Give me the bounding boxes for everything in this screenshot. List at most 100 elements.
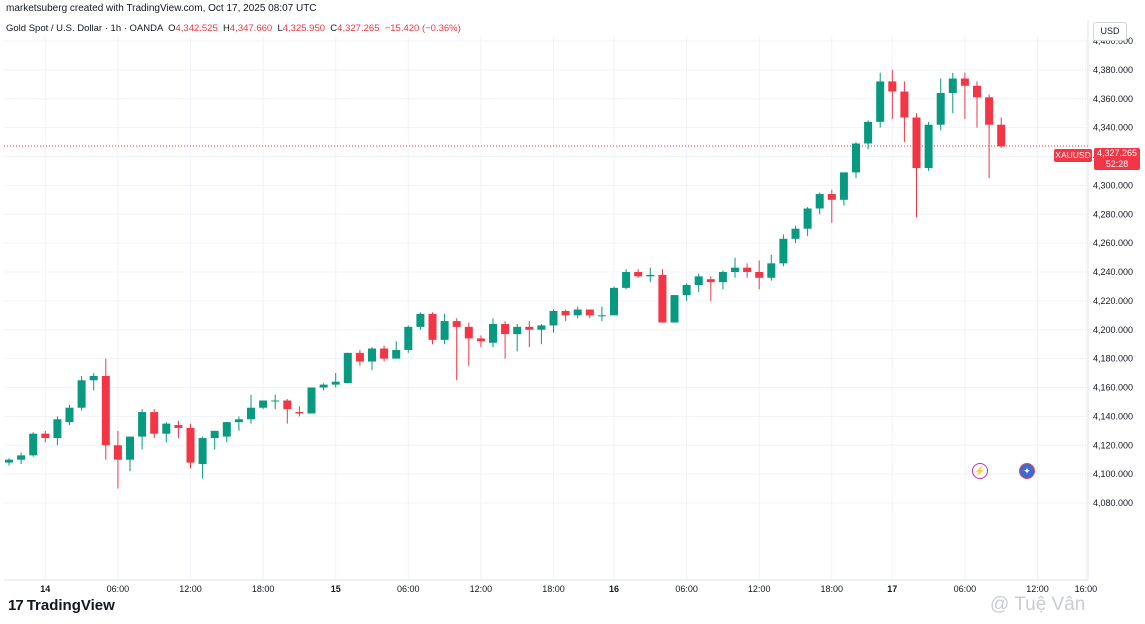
close-label: C	[330, 23, 338, 34]
candle-up	[718, 272, 727, 283]
candle-up	[670, 295, 679, 323]
candle-up	[610, 287, 618, 316]
candle-down	[585, 309, 594, 316]
symbol-title: Gold Spot / U.S. Dollar · 1h · OANDA	[6, 23, 163, 34]
candle-up	[331, 381, 340, 385]
y-tick-label: 4,260.000	[1093, 238, 1133, 248]
candle-down	[41, 433, 50, 439]
change-value: −15.420 (−0.36%)	[384, 23, 461, 34]
candle-up	[694, 276, 703, 285]
candle-down	[283, 400, 292, 410]
candle-down	[101, 375, 110, 446]
candle-up	[404, 326, 413, 350]
open-label: O	[168, 23, 176, 34]
x-tick-label: 06:00	[397, 584, 420, 594]
candle-down	[428, 313, 437, 340]
candle-down	[743, 267, 752, 272]
candle-up	[271, 400, 280, 402]
tradingview-brand[interactable]: 17 TradingView	[8, 597, 115, 614]
x-tick-label: 06:00	[107, 584, 130, 594]
candle-down	[985, 97, 994, 125]
candle-down	[706, 279, 715, 283]
candle-up	[259, 400, 268, 408]
watermark: @ Tuệ Vân	[990, 594, 1086, 615]
candle-up	[573, 309, 582, 316]
symbol-tag: XAUUSD	[1054, 149, 1092, 162]
symbol-legend: Gold Spot / U.S. Dollar · 1h · OANDA O4,…	[6, 23, 461, 34]
candle-up	[779, 238, 788, 264]
candle-down	[960, 78, 969, 86]
candle-up	[803, 208, 812, 229]
y-tick-label: 4,280.000	[1093, 209, 1133, 219]
currency-selector[interactable]: USD	[1093, 22, 1127, 41]
x-tick-label: 15	[331, 584, 341, 594]
candle-down	[174, 425, 183, 428]
x-tick-label: 12:00	[470, 584, 493, 594]
candle-up	[864, 121, 873, 144]
candle-up	[392, 349, 401, 359]
x-tick-label: 16:00	[1075, 584, 1098, 594]
candle-down	[900, 91, 909, 118]
candle-down	[561, 310, 570, 316]
x-tick-label: 12:00	[179, 584, 202, 594]
y-tick-label: 4,200.000	[1093, 325, 1133, 335]
candle-up	[537, 325, 546, 330]
candle-up	[876, 81, 885, 122]
y-tick-label: 4,240.000	[1093, 267, 1133, 277]
y-tick-label: 4,100.000	[1093, 469, 1133, 479]
x-tick-label: 14	[40, 584, 50, 594]
x-tick-label: 18:00	[542, 584, 565, 594]
x-tick-label: 06:00	[675, 584, 698, 594]
candle-down	[150, 412, 159, 434]
y-tick-label: 4,400.000	[1093, 36, 1133, 46]
y-tick-label: 4,220.000	[1093, 296, 1133, 306]
candle-up	[549, 310, 558, 326]
candle-up	[307, 387, 316, 414]
y-tick-label: 4,140.000	[1093, 411, 1133, 421]
candle-down	[464, 326, 473, 339]
candle-down	[912, 117, 921, 169]
candle-up	[767, 263, 776, 278]
candle-up	[440, 321, 449, 340]
candle-up	[126, 436, 134, 460]
candle-up	[815, 194, 824, 209]
y-tick-label: 4,120.000	[1093, 440, 1133, 450]
candle-up	[247, 407, 255, 420]
candle-up	[89, 375, 98, 381]
candle-up	[210, 430, 219, 439]
open-value: 4,342.525	[175, 23, 218, 34]
candle-up	[319, 384, 328, 388]
candle-up	[852, 143, 860, 173]
candle-up	[791, 228, 800, 239]
us-flag-icon[interactable]: ✦	[1019, 463, 1035, 479]
candle-down	[501, 323, 510, 335]
y-tick-label: 4,180.000	[1093, 354, 1133, 364]
candle-down	[634, 272, 643, 277]
x-tick-label: 18:00	[821, 584, 844, 594]
bar-countdown: 52:28	[1105, 159, 1129, 169]
candle-up	[839, 172, 848, 200]
candle-up	[343, 352, 352, 384]
candle-up	[138, 412, 147, 437]
y-tick-label: 4,380.000	[1093, 65, 1133, 75]
created-line: marketsuberg created with TradingView.co…	[6, 3, 317, 14]
candle-up	[622, 272, 631, 288]
event-flash-icon[interactable]: ⚡	[972, 463, 988, 479]
candle-up	[731, 267, 739, 272]
candle-up	[368, 348, 376, 362]
candle-down	[113, 445, 122, 460]
x-tick-label: 12:00	[1026, 584, 1049, 594]
candle-up	[416, 313, 425, 327]
candle-down	[973, 85, 981, 98]
close-value: 4,327.265	[337, 23, 380, 34]
candle-up	[234, 419, 243, 423]
y-tick-label: 4,080.000	[1093, 498, 1133, 508]
x-tick-label: 17	[887, 584, 897, 594]
candle-up	[29, 433, 38, 456]
candle-up	[936, 92, 945, 125]
brand-name: TradingView	[26, 597, 115, 614]
candle-up	[489, 323, 497, 343]
y-tick-label: 4,340.000	[1093, 123, 1133, 133]
candle-up	[53, 419, 62, 439]
